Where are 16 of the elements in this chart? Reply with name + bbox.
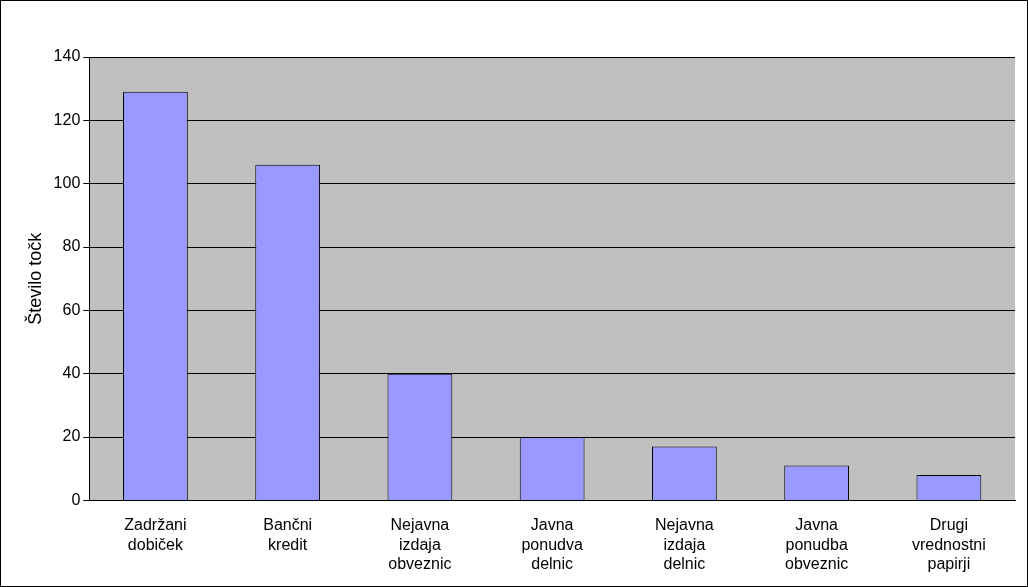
y-tick-label: 40 <box>62 364 81 382</box>
y-tick-label: 20 <box>62 427 81 445</box>
y-tick-label: 60 <box>62 300 81 318</box>
x-tick-label: Javna ponudba obveznic <box>785 516 849 572</box>
x-tick-label: Nejavna izdaja obveznic <box>388 516 452 572</box>
y-tick-label: 80 <box>62 237 81 255</box>
y-tick-label: 100 <box>53 174 81 192</box>
y-tick-label: 140 <box>53 47 81 65</box>
y-axis-title: Število točk <box>23 231 45 325</box>
x-tick-label: Bančni kredit <box>263 516 313 553</box>
x-tick-label: Zadržani dobiček <box>124 516 187 553</box>
x-tick-label: Nejavna izdaja delnic <box>655 516 714 572</box>
y-tick-label: 0 <box>71 490 81 508</box>
x-tick-label: Javna ponudva delnic <box>521 516 583 572</box>
x-tick-label: Drugi vrednostni papirji <box>911 516 986 572</box>
y-tick-label: 120 <box>53 110 81 128</box>
